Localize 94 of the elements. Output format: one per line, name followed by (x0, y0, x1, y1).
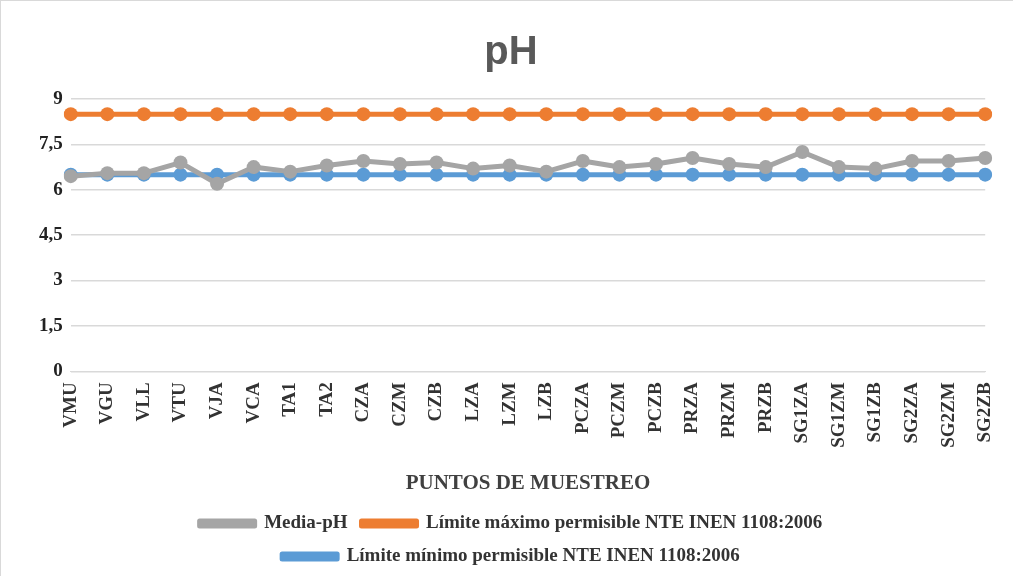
point (392, 107, 407, 122)
point (356, 167, 371, 182)
y-tick-label: 4,5 (39, 223, 63, 245)
x-tick-label: LZB (534, 382, 556, 421)
x-tick-label: PCZA (570, 382, 592, 435)
y-tick-label: 1,5 (39, 313, 63, 335)
point (795, 167, 810, 182)
point (978, 167, 993, 182)
x-tick-label: LZM (497, 382, 519, 426)
point (941, 167, 956, 182)
point (612, 107, 627, 122)
point (831, 107, 846, 122)
point (136, 107, 151, 122)
y-tick-label: 9 (53, 86, 63, 108)
point (356, 107, 371, 122)
point (868, 161, 883, 176)
x-tick-label: CZB (424, 382, 446, 422)
point (173, 155, 188, 170)
x-tick-label: SG1ZA (790, 382, 812, 444)
x-tick-label: SG1ZB (863, 382, 885, 443)
point (941, 107, 956, 122)
point (466, 161, 481, 176)
x-tick-label: CZM (387, 382, 409, 427)
point (502, 158, 517, 173)
point (941, 154, 956, 169)
x-tick-label: LZA (461, 382, 483, 422)
point (392, 157, 407, 172)
point (649, 107, 663, 122)
x-tick-label: VGU (95, 382, 117, 425)
point (539, 107, 554, 122)
point (722, 157, 737, 172)
point (319, 158, 334, 173)
point (429, 155, 444, 170)
point (831, 160, 846, 175)
legend-label: Límite mínimo permisible NTE INEN 1108:2006 (346, 544, 740, 566)
y-tick-label: 7,5 (39, 132, 63, 154)
x-tick-label: SG1ZM (826, 382, 848, 448)
point (758, 160, 773, 175)
point (466, 107, 481, 122)
point (795, 144, 810, 159)
x-tick-label: VLL (131, 382, 153, 422)
point (758, 107, 773, 122)
x-axis-title: PUNTOS DE MUESTREO (405, 469, 651, 494)
legend-label: Media-pH (264, 511, 348, 533)
x-tick-label: PCZM (607, 382, 629, 439)
y-tick-label: 3 (53, 268, 63, 290)
x-tick-label: PCZB (643, 382, 665, 434)
x-tick-label: TA2 (314, 382, 336, 417)
x-tick-label: TA1 (278, 382, 300, 417)
point (649, 157, 663, 172)
x-tick-label: VMU (58, 382, 80, 428)
point (100, 107, 115, 122)
point (685, 167, 700, 182)
point (429, 167, 444, 182)
point (210, 107, 225, 122)
y-tick-label: 0 (53, 359, 63, 381)
x-tick-label: SG2ZA (899, 382, 921, 444)
point (575, 154, 590, 169)
x-tick-label: PRZB (753, 382, 775, 434)
point (356, 154, 371, 169)
y-tick-label: 6 (53, 177, 63, 199)
point (795, 107, 810, 122)
point (685, 107, 700, 122)
point (246, 160, 261, 175)
x-tick-label: PRZA (680, 382, 702, 435)
point (173, 167, 188, 182)
point (722, 107, 737, 122)
x-tick-label: VJA (204, 382, 226, 420)
point (685, 151, 700, 166)
chart-title: pH (484, 28, 538, 73)
point (319, 107, 334, 122)
point (905, 167, 920, 182)
point (905, 107, 920, 122)
point (978, 151, 993, 166)
x-tick-label: CZA (351, 382, 373, 423)
point (502, 107, 517, 122)
x-tick-label: PRZM (717, 382, 739, 439)
point (575, 167, 590, 182)
x-tick-label: SG2ZM (936, 382, 958, 448)
x-tick-label: VTU (168, 382, 190, 423)
point (575, 107, 590, 122)
legend-label: Límite máximo permisible NTE INEN 1108:2006 (426, 511, 823, 533)
point (173, 107, 188, 122)
point (283, 107, 298, 122)
point (612, 160, 627, 175)
point (905, 154, 920, 169)
point (978, 107, 993, 122)
point (246, 107, 261, 122)
x-tick-label: VCA (241, 382, 263, 424)
point (868, 107, 883, 122)
point (429, 107, 444, 122)
point (63, 107, 78, 122)
x-tick-label: SG2ZB (973, 382, 995, 443)
point (210, 176, 225, 191)
